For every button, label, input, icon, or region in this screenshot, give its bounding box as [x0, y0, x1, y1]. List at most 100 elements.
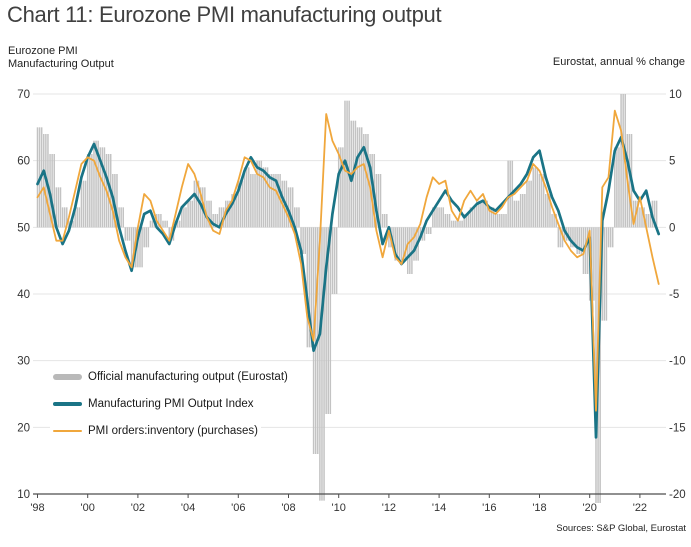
left-axis-header: Eurozone PMI Manufacturing Output: [8, 45, 114, 71]
output-bar: [572, 227, 574, 248]
output-bar: [438, 207, 440, 228]
output-bar: [329, 227, 332, 414]
output-bar: [210, 200, 212, 228]
output-bar: [63, 207, 66, 228]
output-bar: [302, 227, 304, 254]
output-bar: [252, 174, 254, 228]
output-bar: [595, 227, 597, 503]
output-bar: [82, 180, 85, 228]
left-axis-header-line1: Eurozone PMI: [8, 45, 78, 57]
chart-legend: Official manufacturing output (Eurostat)…: [50, 369, 291, 450]
output-bar: [396, 227, 399, 261]
output-bar: [513, 200, 516, 228]
output-bar: [275, 174, 277, 228]
right-tick-label: 10: [669, 89, 682, 101]
output-bar: [248, 167, 250, 228]
output-bar: [503, 214, 505, 228]
output-bar: [471, 207, 474, 228]
x-axis: '98 '00 '02 '04 '06 '08 '10 '12 '14 '16 '18 '20 '22: [30, 493, 666, 514]
legend-swatch-ratio-line: [53, 429, 82, 433]
output-bar: [434, 207, 436, 228]
output-bar: [57, 187, 60, 228]
output-bar: [216, 214, 219, 228]
legend-swatch-bars: [53, 374, 82, 380]
output-bar: [463, 214, 465, 228]
output-bar: [601, 227, 603, 321]
output-bar: [526, 180, 528, 228]
output-bar: [647, 214, 650, 228]
output-bar: [457, 220, 459, 228]
output-bar: [400, 227, 403, 261]
output-bar: [189, 200, 191, 228]
output-bar: [386, 214, 388, 228]
output-bar: [467, 214, 470, 228]
output-bar: [653, 200, 656, 228]
output-bar: [55, 187, 58, 228]
output-bar: [505, 214, 507, 228]
output-bar: [379, 174, 382, 228]
output-bar: [586, 227, 589, 274]
output-bar: [229, 200, 231, 228]
output-bar: [609, 227, 612, 248]
output-bar: [655, 200, 658, 228]
output-bar: [130, 227, 133, 268]
output-bar: [183, 207, 185, 228]
output-bar: [212, 214, 214, 228]
output-bar: [310, 227, 313, 348]
output-bar: [162, 220, 164, 228]
output-bar: [620, 94, 622, 228]
output-bar: [149, 220, 152, 228]
output-bar: [492, 207, 495, 228]
output-bar: [151, 220, 154, 228]
output-bar: [637, 200, 639, 228]
legend-label: Manufacturing PMI Output Index: [88, 398, 254, 410]
output-bar: [327, 227, 329, 414]
output-bar: [375, 174, 378, 228]
output-bar: [551, 214, 553, 228]
output-bar: [258, 160, 260, 228]
output-bar: [574, 227, 576, 248]
output-bar: [580, 227, 583, 254]
output-bar: [291, 187, 294, 228]
output-bar: [298, 207, 300, 228]
output-bar: [250, 174, 252, 228]
legend-label: Official manufacturing output (Eurostat): [88, 371, 288, 383]
output-bar: [528, 180, 530, 228]
output-bar: [450, 220, 453, 228]
x-tick-label: '00: [81, 502, 95, 514]
output-bar: [442, 207, 445, 228]
output-bar: [584, 227, 587, 274]
output-bar: [260, 160, 263, 228]
output-bar: [176, 220, 179, 228]
output-bar: [266, 167, 269, 228]
output-bar: [287, 187, 290, 228]
output-bar: [233, 194, 235, 228]
output-bar: [476, 200, 478, 228]
output-bar: [306, 227, 309, 348]
output-bar: [413, 227, 415, 261]
output-bar: [578, 227, 580, 254]
output-bar: [473, 207, 476, 228]
output-bar: [536, 167, 539, 228]
output-bar: [429, 227, 432, 234]
output-bar: [158, 214, 160, 228]
output-bar: [499, 214, 501, 228]
left-tick-label: 20: [17, 422, 30, 434]
output-bar: [239, 180, 242, 228]
output-bar: [363, 134, 365, 228]
output-bar: [116, 174, 118, 228]
output-bar: [214, 214, 217, 228]
output-bar: [333, 227, 336, 294]
output-bar: [507, 160, 509, 228]
right-tick-label: 0: [669, 222, 675, 234]
left-tick-label: 60: [17, 156, 30, 168]
output-bar: [193, 180, 196, 228]
output-bar: [427, 227, 430, 234]
output-bar: [195, 180, 198, 228]
output-bar: [455, 220, 457, 228]
output-bar: [243, 167, 246, 228]
output-bar: [478, 200, 480, 228]
x-tick-label: '10: [332, 502, 346, 514]
output-bar: [559, 227, 562, 248]
